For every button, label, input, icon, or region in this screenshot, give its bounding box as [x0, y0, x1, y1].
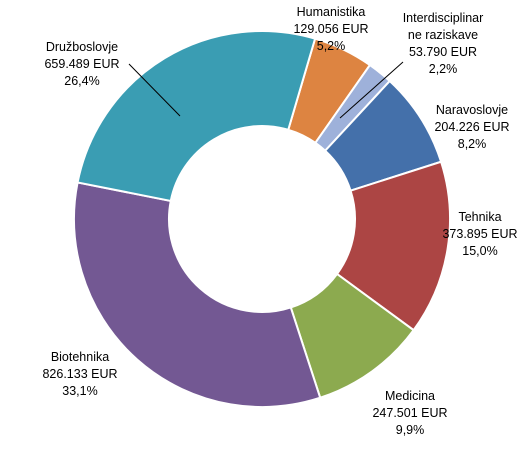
leader-line-interdisciplinar-ne-raziskave: [339, 61, 404, 119]
data-label-druzboslovje: Družboslovje 659.489 EUR 26,4%: [44, 40, 119, 88]
leader-line-druzboslovje: [128, 63, 181, 117]
slices-group: [73, 30, 451, 408]
data-label-biotehnika: Biotehnika 826.133 EUR 33,1%: [42, 350, 117, 398]
data-label-medicina: Medicina 247.501 EUR 9,9%: [372, 389, 447, 437]
slice-druzboslovje: [76, 30, 317, 203]
data-label-tehnika: Tehnika 373.895 EUR 15,0%: [442, 210, 517, 258]
slice-biotehnika: [73, 181, 322, 408]
data-label-humanistika: Humanistika 129.056 EUR 5,2%: [293, 5, 368, 53]
slice-tehnika: [335, 160, 451, 332]
labels-group: Humanistika 129.056 EUR 5,2% Interdisciplin…: [42, 5, 517, 437]
data-label-interdisciplinar-ne-raziskave: Interdisciplinar ne raziskave 53.790 EUR 2,…: [403, 11, 484, 76]
data-label-naravoslovje: Naravoslovje 204.226 EUR 8,2%: [434, 103, 509, 151]
